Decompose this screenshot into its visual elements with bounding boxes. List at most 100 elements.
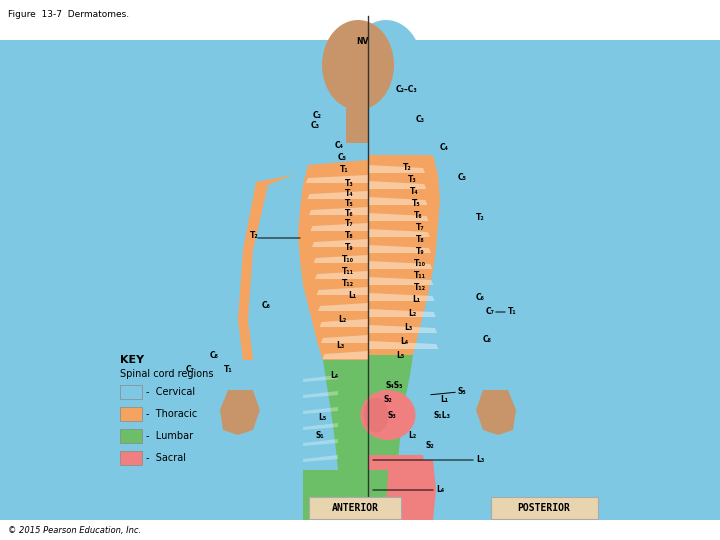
Polygon shape: [318, 303, 368, 311]
Polygon shape: [303, 470, 368, 520]
Text: -  Cervical: - Cervical: [146, 387, 195, 397]
Polygon shape: [313, 255, 368, 263]
Polygon shape: [368, 355, 413, 460]
Polygon shape: [368, 460, 398, 520]
Polygon shape: [368, 293, 435, 301]
Text: T₁₁: T₁₁: [342, 267, 354, 275]
Text: T₆: T₆: [414, 212, 423, 220]
Text: C₇: C₇: [486, 307, 495, 316]
Text: L₃: L₃: [336, 341, 344, 349]
Text: L₁: L₁: [440, 395, 449, 404]
Polygon shape: [303, 375, 338, 382]
Text: S₂: S₂: [383, 395, 392, 404]
Text: T₁₂: T₁₂: [414, 284, 426, 293]
Polygon shape: [253, 390, 260, 410]
Text: © 2015 Pearson Education, Inc.: © 2015 Pearson Education, Inc.: [8, 526, 141, 535]
Text: L₅: L₅: [318, 414, 326, 422]
Text: L₅: L₅: [396, 352, 404, 361]
Text: ANTERIOR: ANTERIOR: [331, 503, 379, 513]
Text: Figure  13-7  Dermatomes.: Figure 13-7 Dermatomes.: [8, 10, 129, 19]
Polygon shape: [238, 175, 293, 360]
Text: T₁₁: T₁₁: [414, 272, 426, 280]
Text: L₃: L₃: [404, 323, 413, 333]
Text: C₅: C₅: [458, 173, 467, 183]
Polygon shape: [220, 390, 260, 435]
Polygon shape: [368, 213, 428, 221]
Text: T₂: T₂: [250, 231, 258, 240]
Polygon shape: [321, 335, 368, 343]
Polygon shape: [393, 460, 436, 520]
Polygon shape: [368, 261, 432, 269]
Polygon shape: [307, 191, 368, 199]
FancyBboxPatch shape: [120, 429, 142, 443]
Text: KEY: KEY: [120, 355, 144, 365]
Text: T₁: T₁: [224, 366, 233, 375]
Polygon shape: [390, 130, 473, 165]
Polygon shape: [368, 470, 388, 510]
Polygon shape: [0, 40, 368, 520]
Text: T₅: T₅: [345, 199, 354, 207]
Polygon shape: [368, 165, 425, 173]
FancyBboxPatch shape: [120, 451, 142, 465]
FancyBboxPatch shape: [346, 108, 368, 143]
Text: C₂: C₂: [313, 111, 322, 119]
Polygon shape: [368, 197, 428, 205]
Polygon shape: [368, 40, 720, 520]
Text: C₄: C₄: [335, 140, 344, 150]
Text: T₇: T₇: [345, 219, 354, 227]
Text: T₆: T₆: [345, 208, 354, 218]
Text: C₄: C₄: [440, 144, 449, 152]
Text: POSTERIOR: POSTERIOR: [518, 503, 570, 513]
Polygon shape: [476, 390, 516, 435]
Text: T₂: T₂: [476, 213, 485, 222]
Text: C₆: C₆: [262, 300, 271, 309]
Polygon shape: [303, 455, 338, 462]
Text: C₅: C₅: [338, 153, 347, 163]
Polygon shape: [368, 455, 428, 520]
Text: T₈: T₈: [345, 231, 354, 240]
Text: T₄: T₄: [410, 187, 419, 197]
Text: T₉: T₉: [345, 242, 354, 252]
Text: T₃: T₃: [408, 176, 417, 185]
Ellipse shape: [350, 20, 422, 110]
Text: S₃: S₃: [388, 410, 397, 420]
Polygon shape: [368, 309, 436, 317]
Polygon shape: [368, 229, 430, 237]
Text: -  Sacral: - Sacral: [146, 453, 186, 463]
Polygon shape: [303, 407, 338, 414]
Text: T₇: T₇: [416, 224, 425, 233]
Text: T₈: T₈: [416, 235, 425, 245]
FancyBboxPatch shape: [309, 497, 401, 519]
Polygon shape: [298, 160, 368, 360]
Text: L₁: L₁: [412, 295, 420, 305]
Text: NV: NV: [356, 37, 369, 46]
FancyBboxPatch shape: [120, 407, 142, 421]
Text: C₂–C₃: C₂–C₃: [396, 85, 418, 94]
Polygon shape: [306, 175, 368, 183]
Text: L₂: L₂: [338, 315, 346, 325]
Polygon shape: [496, 340, 538, 380]
Polygon shape: [303, 423, 338, 430]
Text: L₁: L₁: [348, 291, 356, 300]
Text: T₃: T₃: [345, 179, 354, 187]
Text: C₈: C₈: [483, 335, 492, 345]
Text: C₆: C₆: [476, 294, 485, 302]
Polygon shape: [368, 155, 440, 355]
Polygon shape: [315, 271, 368, 279]
Text: T₅: T₅: [412, 199, 420, 208]
Text: C₃: C₃: [311, 120, 320, 130]
Text: S₂: S₂: [426, 441, 435, 449]
Text: T₁: T₁: [340, 165, 348, 174]
Text: -  Lumbar: - Lumbar: [146, 431, 193, 441]
Polygon shape: [368, 341, 438, 349]
Polygon shape: [323, 351, 368, 359]
Text: Spinal cord regions: Spinal cord regions: [120, 369, 214, 379]
Text: -  Thoracic: - Thoracic: [146, 409, 197, 419]
Text: C₈: C₈: [210, 350, 219, 360]
Text: T₁: T₁: [508, 307, 517, 316]
Polygon shape: [303, 439, 338, 446]
Text: T₁₀: T₁₀: [342, 254, 354, 264]
Text: L₄: L₄: [400, 338, 408, 347]
Polygon shape: [368, 245, 431, 253]
FancyBboxPatch shape: [120, 385, 142, 399]
